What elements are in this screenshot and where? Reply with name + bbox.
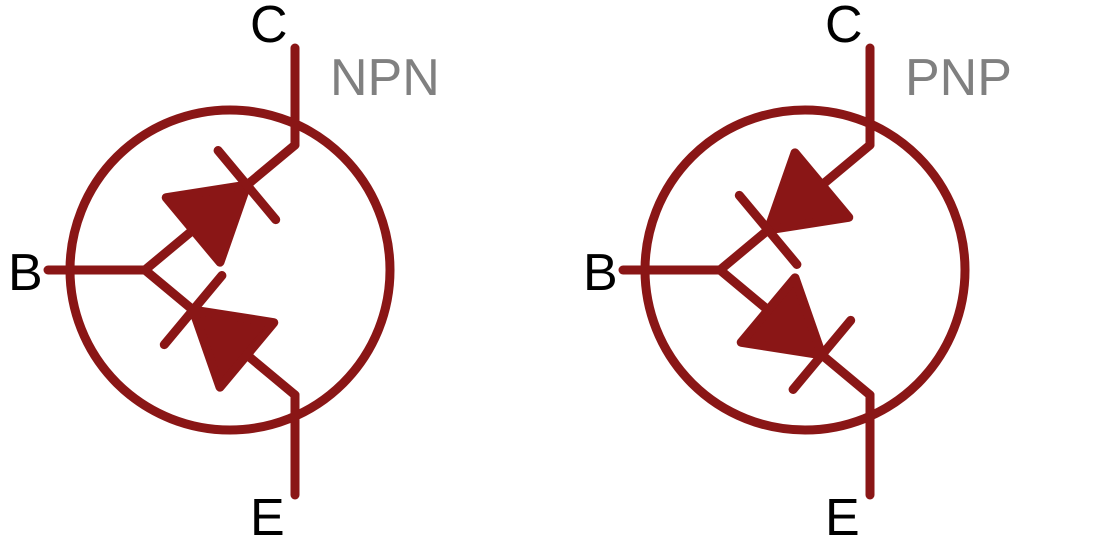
pnp-lower-diode-triangle xyxy=(741,278,822,355)
collector-label: C xyxy=(250,0,288,54)
transistor-npn: C B E NPN xyxy=(8,0,440,539)
collector-label: C xyxy=(825,0,863,54)
npn-upper-diode-triangle xyxy=(166,185,247,262)
pnp-upper-diode-triangle xyxy=(768,153,849,230)
transistor-diode-model-diagram: C B E NPN C B E PNP xyxy=(0,0,1104,539)
base-label: B xyxy=(583,244,618,302)
type-label: PNP xyxy=(905,49,1012,107)
emitter-label: E xyxy=(825,489,860,539)
emitter-label: E xyxy=(250,489,285,539)
base-label: B xyxy=(8,244,43,302)
npn-lower-diode-triangle xyxy=(193,310,274,387)
transistor-pnp: C B E PNP xyxy=(583,0,1012,539)
type-label: NPN xyxy=(330,49,440,107)
